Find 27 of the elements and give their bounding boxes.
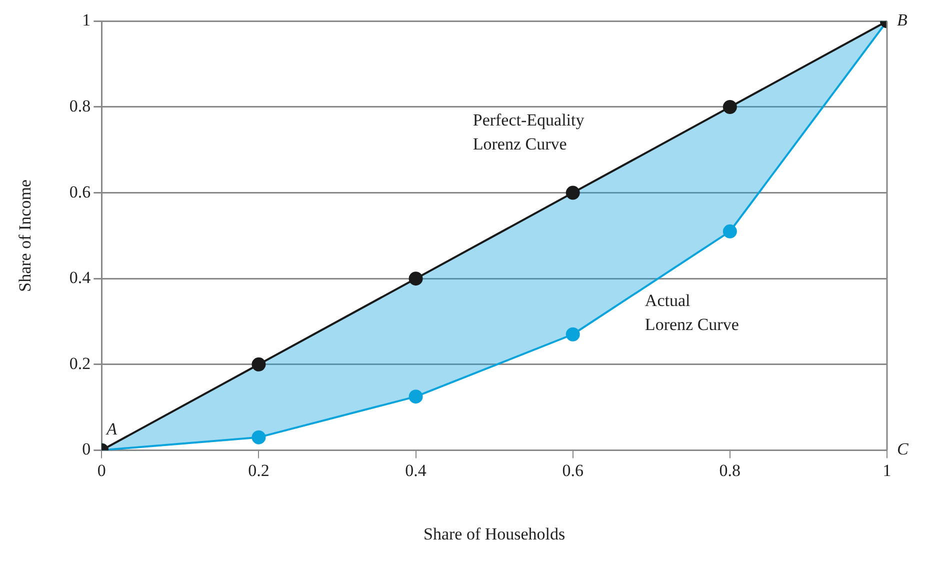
annotation: A <box>106 420 118 439</box>
y-tick-label: 0.2 <box>69 354 91 373</box>
text: C <box>897 440 909 459</box>
y-tick-label: 0.6 <box>69 182 91 202</box>
series-label: Perfect-Equality Lorenz Curve <box>472 110 585 154</box>
x-tick-label: 0.4 <box>405 460 427 480</box>
annotation: B <box>897 10 908 30</box>
point <box>408 272 423 286</box>
point <box>408 390 423 404</box>
x-tick-label: 0 <box>97 460 106 480</box>
point <box>252 357 266 372</box>
point <box>252 430 266 444</box>
x-tick-label: 1 <box>882 460 892 480</box>
y-tick-label: 0.4 <box>69 268 92 288</box>
point <box>566 186 580 200</box>
x-tick-label: 0.8 <box>719 460 741 480</box>
series-label: Actual Lorenz Curve <box>644 290 739 334</box>
point <box>722 224 737 238</box>
y-tick-label: 0 <box>82 440 91 459</box>
x-axis-title: Share of Households <box>423 524 566 544</box>
x-tick-label: 0.6 <box>562 460 584 480</box>
y-tick-label: 0.8 <box>69 96 91 116</box>
point <box>722 100 737 114</box>
x-tick-label: 0.2 <box>248 460 270 480</box>
y-axis-title: Share of Income <box>16 180 35 292</box>
y-tick-label: 1 <box>82 10 91 30</box>
point <box>566 327 580 342</box>
